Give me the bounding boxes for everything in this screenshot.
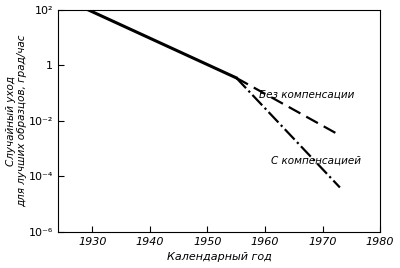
Text: С компенсацией: С компенсацией [271, 155, 361, 165]
Y-axis label: Случайный уход
для лучших образцов, град/час: Случайный уход для лучших образцов, град… [6, 35, 27, 207]
X-axis label: Календарный год: Календарный год [166, 252, 272, 262]
Text: Без компенсации: Без компенсации [259, 89, 355, 99]
